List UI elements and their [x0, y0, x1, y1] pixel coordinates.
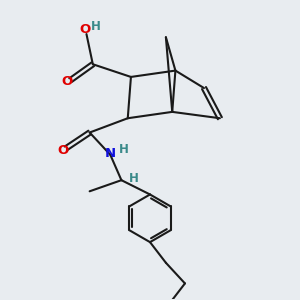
Text: H: H: [90, 20, 100, 33]
Text: H: H: [128, 172, 138, 185]
Text: N: N: [105, 147, 116, 160]
Text: O: O: [57, 143, 68, 157]
Text: H: H: [119, 142, 129, 155]
Text: O: O: [79, 23, 91, 36]
Text: O: O: [62, 75, 73, 88]
